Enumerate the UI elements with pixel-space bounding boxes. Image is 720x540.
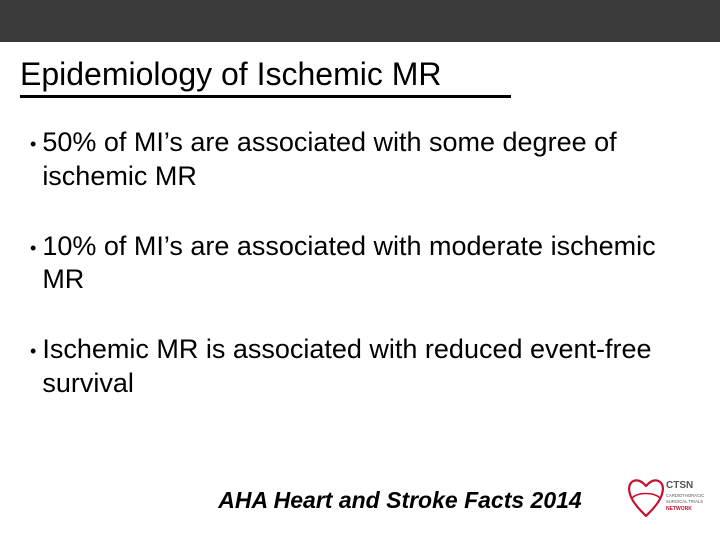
list-item: • 50% of MI’s are associated with some d… [30, 126, 690, 194]
bullet-dot-icon: • [30, 335, 36, 367]
logo-text-line1: CTSN [666, 480, 693, 491]
heart-logo-icon: CTSN CARDIOTHORACIC SURGICAL TRIALS NETW… [626, 472, 706, 528]
title-container: Epidemiology of Ischemic MR [0, 42, 720, 104]
bullet-text: 10% of MI’s are associated with moderate… [42, 230, 690, 298]
logo-text-line3b: NETWORK [666, 506, 692, 512]
list-item: • 10% of MI’s are associated with modera… [30, 230, 690, 298]
citation-text: AHA Heart and Stroke Facts 2014 [0, 487, 720, 514]
bullet-text: Ischemic MR is associated with reduced e… [42, 333, 690, 401]
ctsn-logo: CTSN CARDIOTHORACIC SURGICAL TRIALS NETW… [626, 472, 706, 528]
logo-text-line3a: SURGICAL TRIALS [666, 499, 703, 504]
bullet-text: 50% of MI’s are associated with some deg… [42, 126, 690, 194]
bullet-list: • 50% of MI’s are associated with some d… [0, 104, 720, 401]
list-item: • Ischemic MR is associated with reduced… [30, 333, 690, 401]
header-bar [0, 0, 720, 42]
slide-title: Epidemiology of Ischemic MR [20, 56, 511, 98]
bullet-dot-icon: • [30, 128, 36, 160]
bullet-dot-icon: • [30, 232, 36, 264]
logo-text-line2: CARDIOTHORACIC [666, 493, 704, 498]
